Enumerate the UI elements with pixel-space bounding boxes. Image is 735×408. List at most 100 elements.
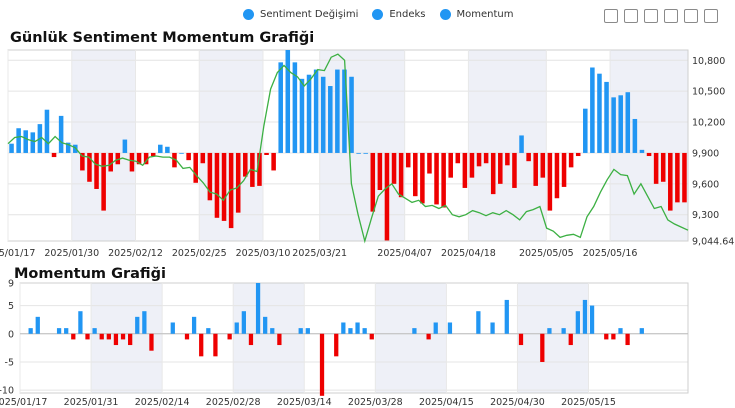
- momentum-bar: [589, 305, 595, 334]
- legend-dot-icon: [243, 9, 254, 20]
- sentiment-bar: [73, 144, 78, 153]
- momentum-bar: [298, 328, 303, 334]
- sentiment-bar: [122, 139, 128, 153]
- sentiment-bar: [526, 152, 531, 162]
- momentum-bar: [270, 328, 275, 334]
- momentum-bar: [362, 328, 367, 334]
- momentum-bar: [568, 333, 573, 346]
- y-tick-label: 9,044.64: [692, 237, 734, 248]
- sentiment-bar: [9, 143, 14, 153]
- sentiment-bar: [16, 128, 21, 153]
- momentum-bar: [561, 328, 566, 334]
- sentiment-bar: [58, 115, 64, 153]
- y-tick-label: 10,200: [692, 118, 725, 129]
- sentiment-bar: [363, 152, 368, 154]
- x-tick-label: 2025/04/15: [419, 397, 474, 408]
- sentiment-bar: [462, 152, 468, 188]
- sentiment-bar: [512, 152, 517, 188]
- momentum-bar: [184, 333, 190, 340]
- legend-item[interactable]: Momentum: [439, 9, 514, 20]
- sentiment-bar: [625, 92, 631, 153]
- sentiment-bar: [434, 152, 439, 205]
- sentiment-bar: [370, 152, 376, 212]
- y-tick-label: 9,300: [692, 210, 719, 221]
- momentum-bar: [78, 311, 83, 334]
- sentiment-bar: [193, 152, 198, 183]
- chart-legend: Sentiment Değişimi Endeks Momentum: [243, 9, 514, 20]
- legend-label: Sentiment Değişimi: [260, 9, 359, 20]
- sentiment-bar: [391, 152, 397, 184]
- momentum-chart-title: Momentum Grafiği: [14, 266, 167, 282]
- sentiment-bar: [335, 69, 340, 153]
- momentum-bar: [170, 322, 175, 334]
- momentum-bar: [305, 328, 310, 334]
- sentiment-bar: [136, 152, 142, 165]
- legend-item[interactable]: Sentiment Değişimi: [243, 9, 358, 20]
- momentum-bar: [28, 328, 33, 334]
- legend-item[interactable]: Endeks: [372, 9, 426, 20]
- momentum-bar: [426, 333, 431, 340]
- momentum-bar: [611, 333, 616, 340]
- sentiment-bar: [490, 152, 496, 195]
- momentum-bar: [341, 322, 346, 334]
- sentiment-bar: [221, 152, 227, 221]
- momentum-bar: [206, 328, 211, 334]
- x-tick-label: 2025/05/05: [519, 248, 574, 259]
- sentiment-bar: [668, 152, 673, 211]
- x-tick-label: 2025/04/18: [441, 248, 496, 259]
- momentum-bar: [142, 311, 147, 334]
- sentiment-bar: [320, 76, 326, 153]
- sentiment-bar: [590, 67, 595, 153]
- sentiment-bar: [597, 73, 602, 153]
- momentum-bar: [447, 322, 453, 334]
- sentiment-bar: [413, 152, 418, 197]
- sentiment-bar: [214, 152, 220, 218]
- x-tick-label: 2025/01/17: [0, 248, 35, 259]
- sentiment-bar: [632, 118, 638, 153]
- x-tick-label: 2025/02/14: [135, 397, 190, 408]
- sentiment-bar: [646, 152, 652, 157]
- momentum-bar: [540, 333, 545, 362]
- rotate-right-icon[interactable]: [664, 9, 678, 23]
- momentum-bar: [135, 316, 140, 334]
- legend-label: Momentum: [456, 9, 514, 20]
- momentum-bar: [263, 316, 268, 334]
- sentiment-bar: [505, 152, 510, 166]
- zoom-select-icon[interactable]: [624, 9, 638, 23]
- momentum-bar: [234, 322, 239, 334]
- momentum-bar: [582, 299, 588, 334]
- chart-band: [375, 283, 447, 393]
- sentiment-bar: [158, 144, 163, 153]
- y-tick-label: 10,500: [692, 87, 725, 98]
- sentiment-bar: [575, 152, 581, 157]
- y-tick-label: 5: [8, 301, 14, 312]
- momentum-bar: [213, 333, 218, 357]
- y-tick-label: 9,600: [692, 179, 719, 190]
- sentiment-bar: [94, 152, 99, 189]
- sentiment-bar: [639, 149, 645, 153]
- sentiment-bar: [207, 152, 213, 201]
- momentum-bar: [476, 311, 481, 334]
- sentiment-bar: [306, 74, 312, 153]
- chart-band: [233, 283, 305, 393]
- copy-icon[interactable]: [684, 9, 698, 23]
- save-icon[interactable]: [704, 9, 718, 23]
- sentiment-bar: [44, 109, 50, 153]
- y-tick-label: -5: [5, 357, 14, 368]
- zoom-icon[interactable]: [604, 9, 618, 23]
- sentiment-bar: [660, 152, 666, 182]
- sentiment-bar: [51, 152, 57, 158]
- momentum-bar: [128, 333, 133, 346]
- sentiment-bar: [150, 152, 156, 157]
- x-tick-label: 2025/03/14: [277, 397, 332, 408]
- sentiment-bar: [101, 152, 106, 211]
- sentiment-bar: [179, 152, 184, 154]
- sentiment-bar: [533, 152, 538, 186]
- sentiment-bar: [547, 152, 553, 211]
- rotate-left-icon[interactable]: [644, 9, 658, 23]
- x-tick-label: 2025/01/17: [0, 397, 47, 408]
- momentum-bar: [355, 322, 360, 334]
- momentum-bar: [120, 333, 126, 340]
- momentum-bar: [241, 311, 246, 334]
- x-tick-label: 2025/05/15: [561, 397, 616, 408]
